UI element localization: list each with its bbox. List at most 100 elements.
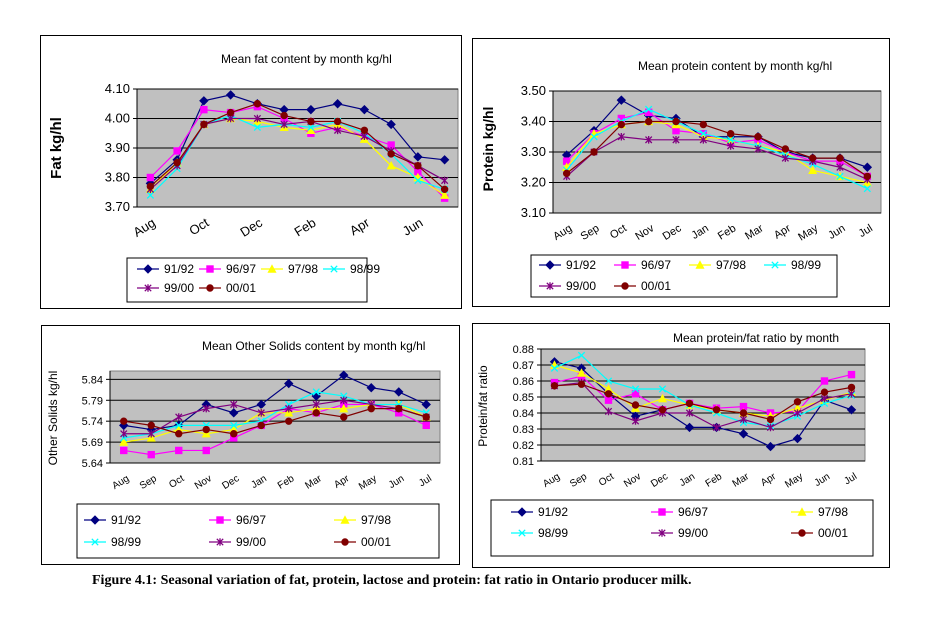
- legend-entry: 96/97: [209, 513, 266, 527]
- legend-marker: [340, 515, 350, 524]
- data-point: [576, 368, 587, 377]
- chart-title: Mean protein/fat ratio by month: [673, 331, 839, 345]
- series-line: [554, 383, 852, 421]
- data-point: [306, 104, 316, 115]
- protein-content-chart: Mean protein content by month kg/hl 3.10 3…: [480, 59, 882, 298]
- fat-content-chart: Mean fat content by month kg/hl 3.70 3.80 3…: [48, 52, 459, 303]
- legend-label: 98/99: [350, 262, 380, 276]
- legend-marker: [695, 260, 705, 269]
- legend-entry: 00/01: [614, 279, 671, 293]
- data-point: [672, 126, 680, 135]
- y-tick-label: 0.83: [513, 424, 534, 436]
- x-tick-label: Apr: [347, 214, 373, 238]
- data-point: [229, 408, 239, 418]
- legend-label: 98/99: [111, 535, 141, 549]
- data-point: [367, 404, 375, 413]
- legend-marker: [216, 516, 224, 524]
- y-tick-label: 3.10: [521, 205, 546, 220]
- data-point: [836, 154, 844, 162]
- data-point: [820, 377, 829, 385]
- data-point: [257, 421, 265, 430]
- data-point: [781, 145, 790, 153]
- data-point: [604, 390, 613, 398]
- legend-label: 00/01: [641, 279, 671, 293]
- data-point: [590, 148, 598, 156]
- data-point: [285, 417, 293, 425]
- data-point: [766, 423, 775, 432]
- legend-marker: [267, 264, 277, 273]
- data-point: [312, 400, 320, 409]
- data-point: [333, 126, 342, 135]
- plot-area: [540, 348, 866, 462]
- data-point: [765, 441, 776, 452]
- y-tick-label: 0.88: [513, 344, 534, 356]
- data-point: [414, 162, 422, 170]
- data-point: [200, 105, 208, 114]
- data-point: [146, 191, 155, 199]
- data-point: [120, 429, 128, 438]
- x-tick-label: Aug: [110, 473, 131, 492]
- data-point: [120, 446, 128, 455]
- legend-entry: 91/92: [539, 258, 596, 272]
- data-point: [339, 370, 349, 380]
- legend-label: 00/01: [361, 535, 391, 549]
- legend-entry: 97/98: [689, 258, 746, 272]
- data-point: [175, 430, 183, 438]
- data-point: [225, 90, 236, 100]
- y-tick-label: 5.84: [82, 374, 103, 386]
- data-point: [230, 421, 238, 430]
- data-point: [253, 123, 262, 132]
- data-point: [175, 421, 183, 430]
- data-point: [617, 132, 625, 141]
- data-point: [685, 409, 694, 417]
- data-point: [658, 385, 667, 393]
- data-point: [226, 108, 235, 117]
- data-point: [863, 172, 872, 181]
- x-tick-label: Oct: [186, 215, 211, 239]
- legend-label: 99/00: [678, 526, 708, 540]
- data-point: [284, 378, 294, 389]
- data-point: [862, 162, 873, 172]
- legend-label: 96/97: [236, 513, 266, 527]
- data-point: [413, 152, 423, 162]
- legend-marker: [206, 284, 214, 292]
- series-line: [554, 354, 852, 427]
- data-point: [645, 136, 653, 144]
- data-point: [712, 406, 721, 414]
- series-00-01: [146, 100, 449, 194]
- data-point: [387, 150, 395, 158]
- data-point: [685, 399, 694, 408]
- series-line: [149, 94, 445, 184]
- series-00-01: [562, 117, 872, 181]
- x-tick-label: Jul: [857, 222, 875, 240]
- y-tick-label: 3.80: [105, 170, 130, 185]
- data-point: [657, 393, 668, 403]
- data-point: [332, 99, 343, 109]
- legend-marker: [143, 264, 153, 274]
- legend-entry: 98/99: [323, 262, 380, 276]
- data-point: [202, 425, 210, 434]
- data-point: [201, 428, 211, 438]
- series-98-99: [563, 105, 871, 193]
- data-point: [312, 388, 320, 396]
- legend-marker: [330, 265, 338, 273]
- legend-label: 98/99: [791, 258, 821, 272]
- legend-entry: 00/01: [791, 526, 848, 540]
- series-line: [566, 120, 868, 184]
- x-tick-label: Sep: [138, 473, 159, 492]
- y-axis-label: Fat kg/hl: [48, 117, 65, 179]
- data-point: [658, 406, 667, 414]
- data-point: [808, 165, 818, 174]
- legend-label: 99/00: [566, 279, 596, 293]
- legend-label: 98/99: [538, 526, 568, 540]
- legend-label: 91/92: [566, 258, 596, 272]
- data-point: [422, 413, 430, 421]
- y-tick-label: 4.00: [105, 111, 130, 126]
- legend-entry: 99/00: [137, 281, 194, 295]
- legend-entry: 00/01: [334, 535, 391, 549]
- legend-label: 99/00: [236, 535, 266, 549]
- data-point: [120, 417, 128, 425]
- legend-marker: [90, 515, 100, 525]
- data-point: [699, 136, 707, 144]
- data-point: [577, 351, 586, 360]
